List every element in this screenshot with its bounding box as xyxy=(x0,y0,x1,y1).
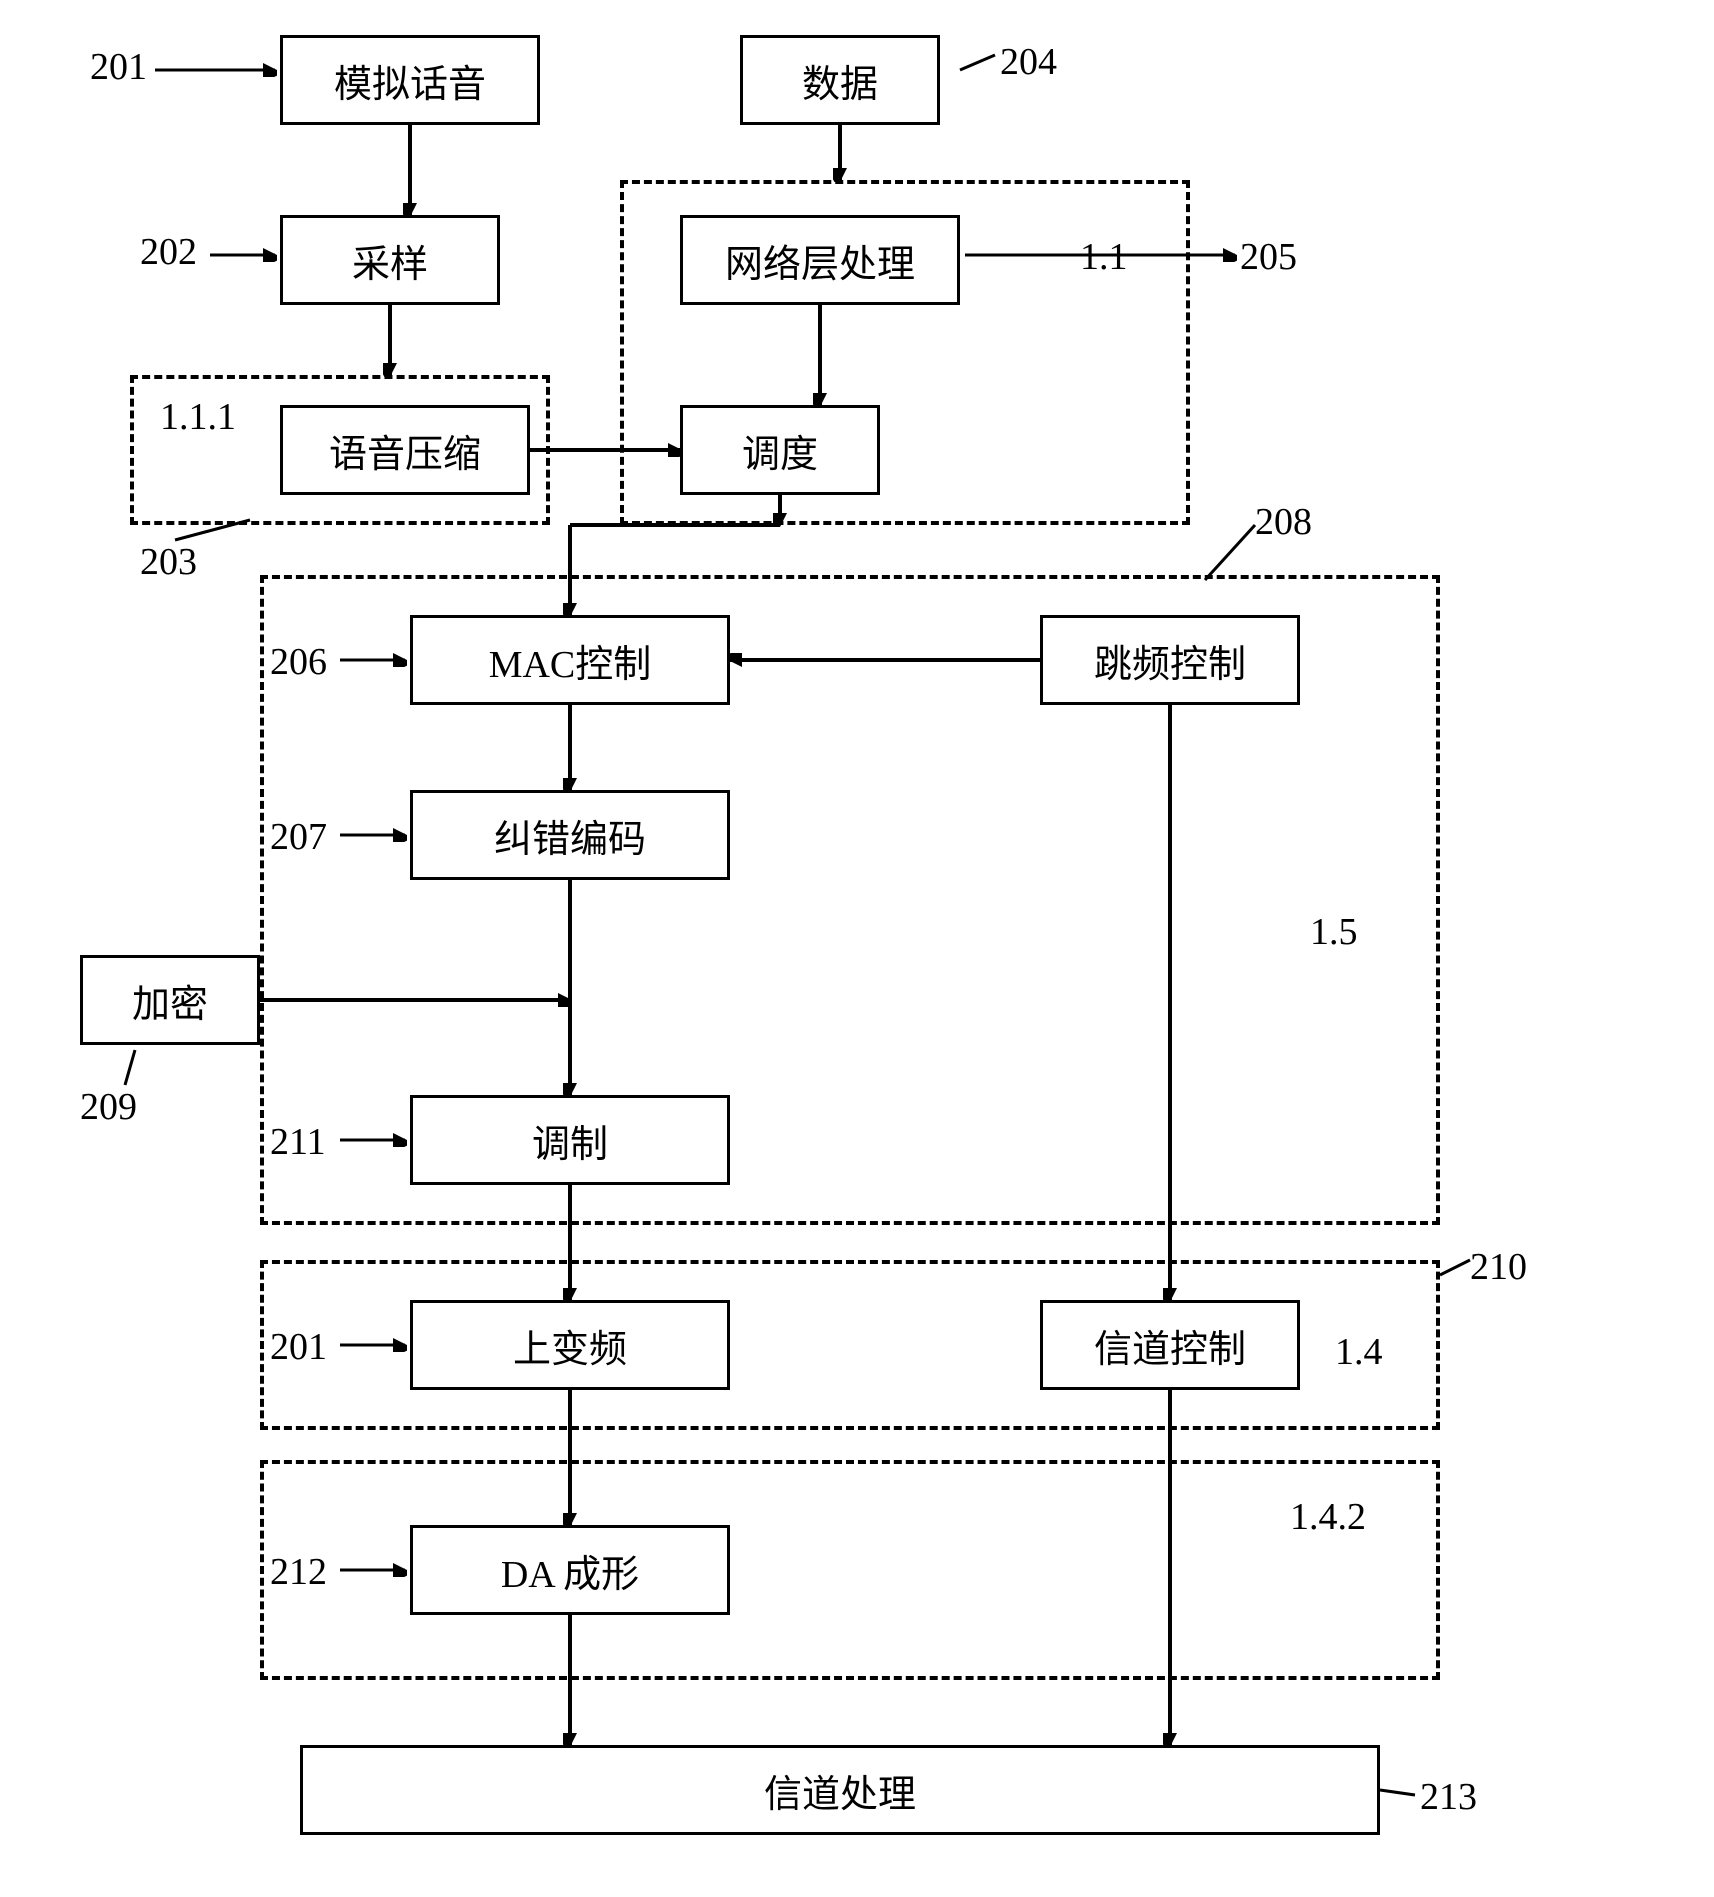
node-n211: 调制 xyxy=(410,1095,730,1185)
ref-label-l208: 208 xyxy=(1255,500,1312,544)
node-n205: 网络层处理 xyxy=(680,215,960,305)
ref-label-l210: 210 xyxy=(1470,1245,1527,1289)
group-label-g111: 1.1.1 xyxy=(160,395,236,439)
leader-line xyxy=(960,55,995,70)
leader-line xyxy=(1440,1260,1470,1275)
node-n208: 跳频控制 xyxy=(1040,615,1300,705)
ref-label-l207: 207 xyxy=(270,815,327,859)
ref-label-l212: 212 xyxy=(270,1550,327,1594)
ref-label-l201a: 201 xyxy=(90,45,147,89)
leader-line xyxy=(1380,1790,1415,1795)
node-n204: 数据 xyxy=(740,35,940,125)
ref-label-l209: 209 xyxy=(80,1085,137,1129)
ref-label-l203: 203 xyxy=(140,540,197,584)
group-label-g142: 1.4.2 xyxy=(1290,1495,1366,1539)
ref-label-l211: 211 xyxy=(270,1120,326,1164)
node-n_sched: 调度 xyxy=(680,405,880,495)
node-n210: 信道控制 xyxy=(1040,1300,1300,1390)
node-n207: 纠错编码 xyxy=(410,790,730,880)
ref-label-l204: 204 xyxy=(1000,40,1057,84)
group-label-g15: 1.5 xyxy=(1310,910,1358,954)
node-n203: 语音压缩 xyxy=(280,405,530,495)
node-n201a: 模拟话音 xyxy=(280,35,540,125)
node-n202: 采样 xyxy=(280,215,500,305)
node-n209: 加密 xyxy=(80,955,260,1045)
flowchart-canvas: 1.1.1 1.1 1.5 1.4 1.4.2 模拟话音 数据采样 网络层处理语音压缩 调度 MA… xyxy=(0,0,1714,1897)
group-label-g11: 1.1 xyxy=(1080,235,1128,279)
leader-line xyxy=(125,1050,135,1085)
ref-label-l202: 202 xyxy=(140,230,197,274)
leader-line xyxy=(1205,525,1255,580)
ref-label-l201b: 201 xyxy=(270,1325,327,1369)
node-n206: MAC控制 xyxy=(410,615,730,705)
node-n213: 信道处理 xyxy=(300,1745,1380,1835)
ref-label-l205: 205 xyxy=(1240,235,1297,279)
group-label-g14: 1.4 xyxy=(1335,1330,1383,1374)
node-n201b: 上变频 xyxy=(410,1300,730,1390)
ref-label-l213: 213 xyxy=(1420,1775,1477,1819)
node-n212: DA 成形 xyxy=(410,1525,730,1615)
ref-label-l206: 206 xyxy=(270,640,327,684)
